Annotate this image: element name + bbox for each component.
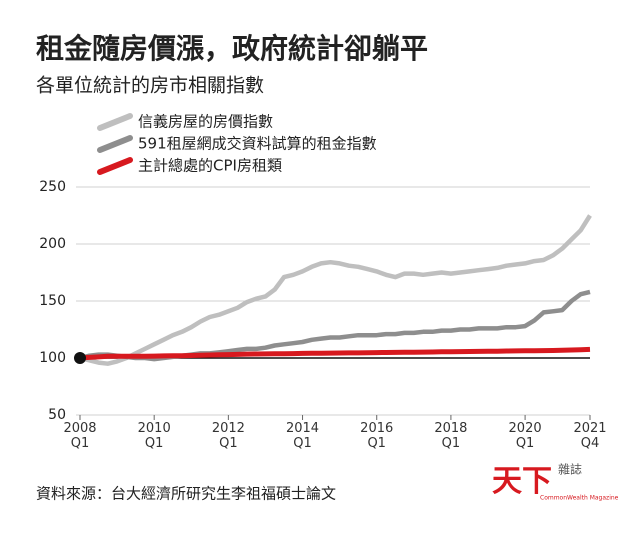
x-tick-label: 2020 Q1 bbox=[508, 421, 542, 451]
y-tick-label: 50 bbox=[48, 407, 66, 423]
series-line bbox=[79, 214, 592, 366]
legend-swatch bbox=[97, 113, 133, 131]
x-tick-label: 2016 Q1 bbox=[360, 421, 394, 451]
y-tick-label: 100 bbox=[39, 350, 66, 366]
legend-label: 591租屋網成交資料試算的租金指數 bbox=[138, 135, 377, 153]
logo-side: 雜誌 bbox=[558, 462, 582, 477]
y-tick-label: 250 bbox=[39, 179, 66, 195]
source-note: 資料來源：台大經濟所研究生李祖福碩士論文 bbox=[36, 485, 336, 503]
x-tick-label: 2010 Q1 bbox=[137, 421, 171, 451]
logo-main: 天下 bbox=[492, 465, 552, 498]
start-point bbox=[74, 352, 86, 364]
y-tick-label: 200 bbox=[39, 236, 66, 252]
x-tick-label: 2014 Q1 bbox=[285, 421, 320, 451]
x-tick-label: 2012 Q1 bbox=[211, 421, 245, 451]
chart-subtitle: 各單位統計的房市相關指數 bbox=[36, 75, 264, 97]
legend-swatch bbox=[97, 135, 133, 153]
series-line bbox=[79, 346, 591, 361]
x-tick-label: 2021 Q4 bbox=[573, 421, 607, 451]
logo-english: CommonWealth Magazine bbox=[540, 495, 619, 502]
legend-label: 主計總處的CPI房租類 bbox=[138, 157, 282, 175]
legend-label: 信義房屋的房價指數 bbox=[138, 113, 273, 131]
chart-title: 租金隨房價漲，政府統計卻躺平 bbox=[36, 32, 428, 65]
x-tick-label: 2018 Q1 bbox=[434, 421, 468, 451]
legend-swatch bbox=[97, 157, 133, 175]
x-tick-label: 2008 Q1 bbox=[63, 421, 97, 451]
y-tick-label: 150 bbox=[39, 293, 66, 309]
